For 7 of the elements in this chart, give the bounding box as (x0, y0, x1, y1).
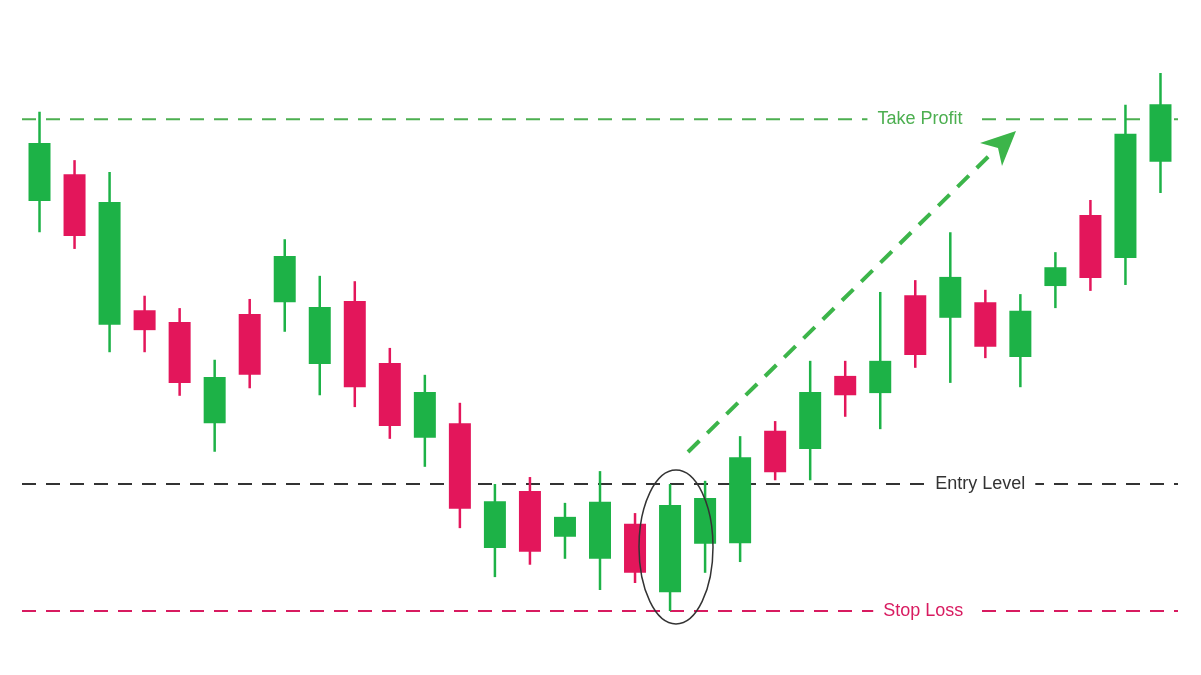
candlestick (133, 294, 156, 354)
candlestick (553, 501, 576, 561)
ref-line-label: Entry Level (935, 473, 1026, 493)
ref-line-label: Stop Loss (883, 599, 964, 620)
candlestick (834, 359, 857, 419)
candlestick (1044, 250, 1067, 310)
ref-line-label: Take Profit (877, 108, 963, 129)
